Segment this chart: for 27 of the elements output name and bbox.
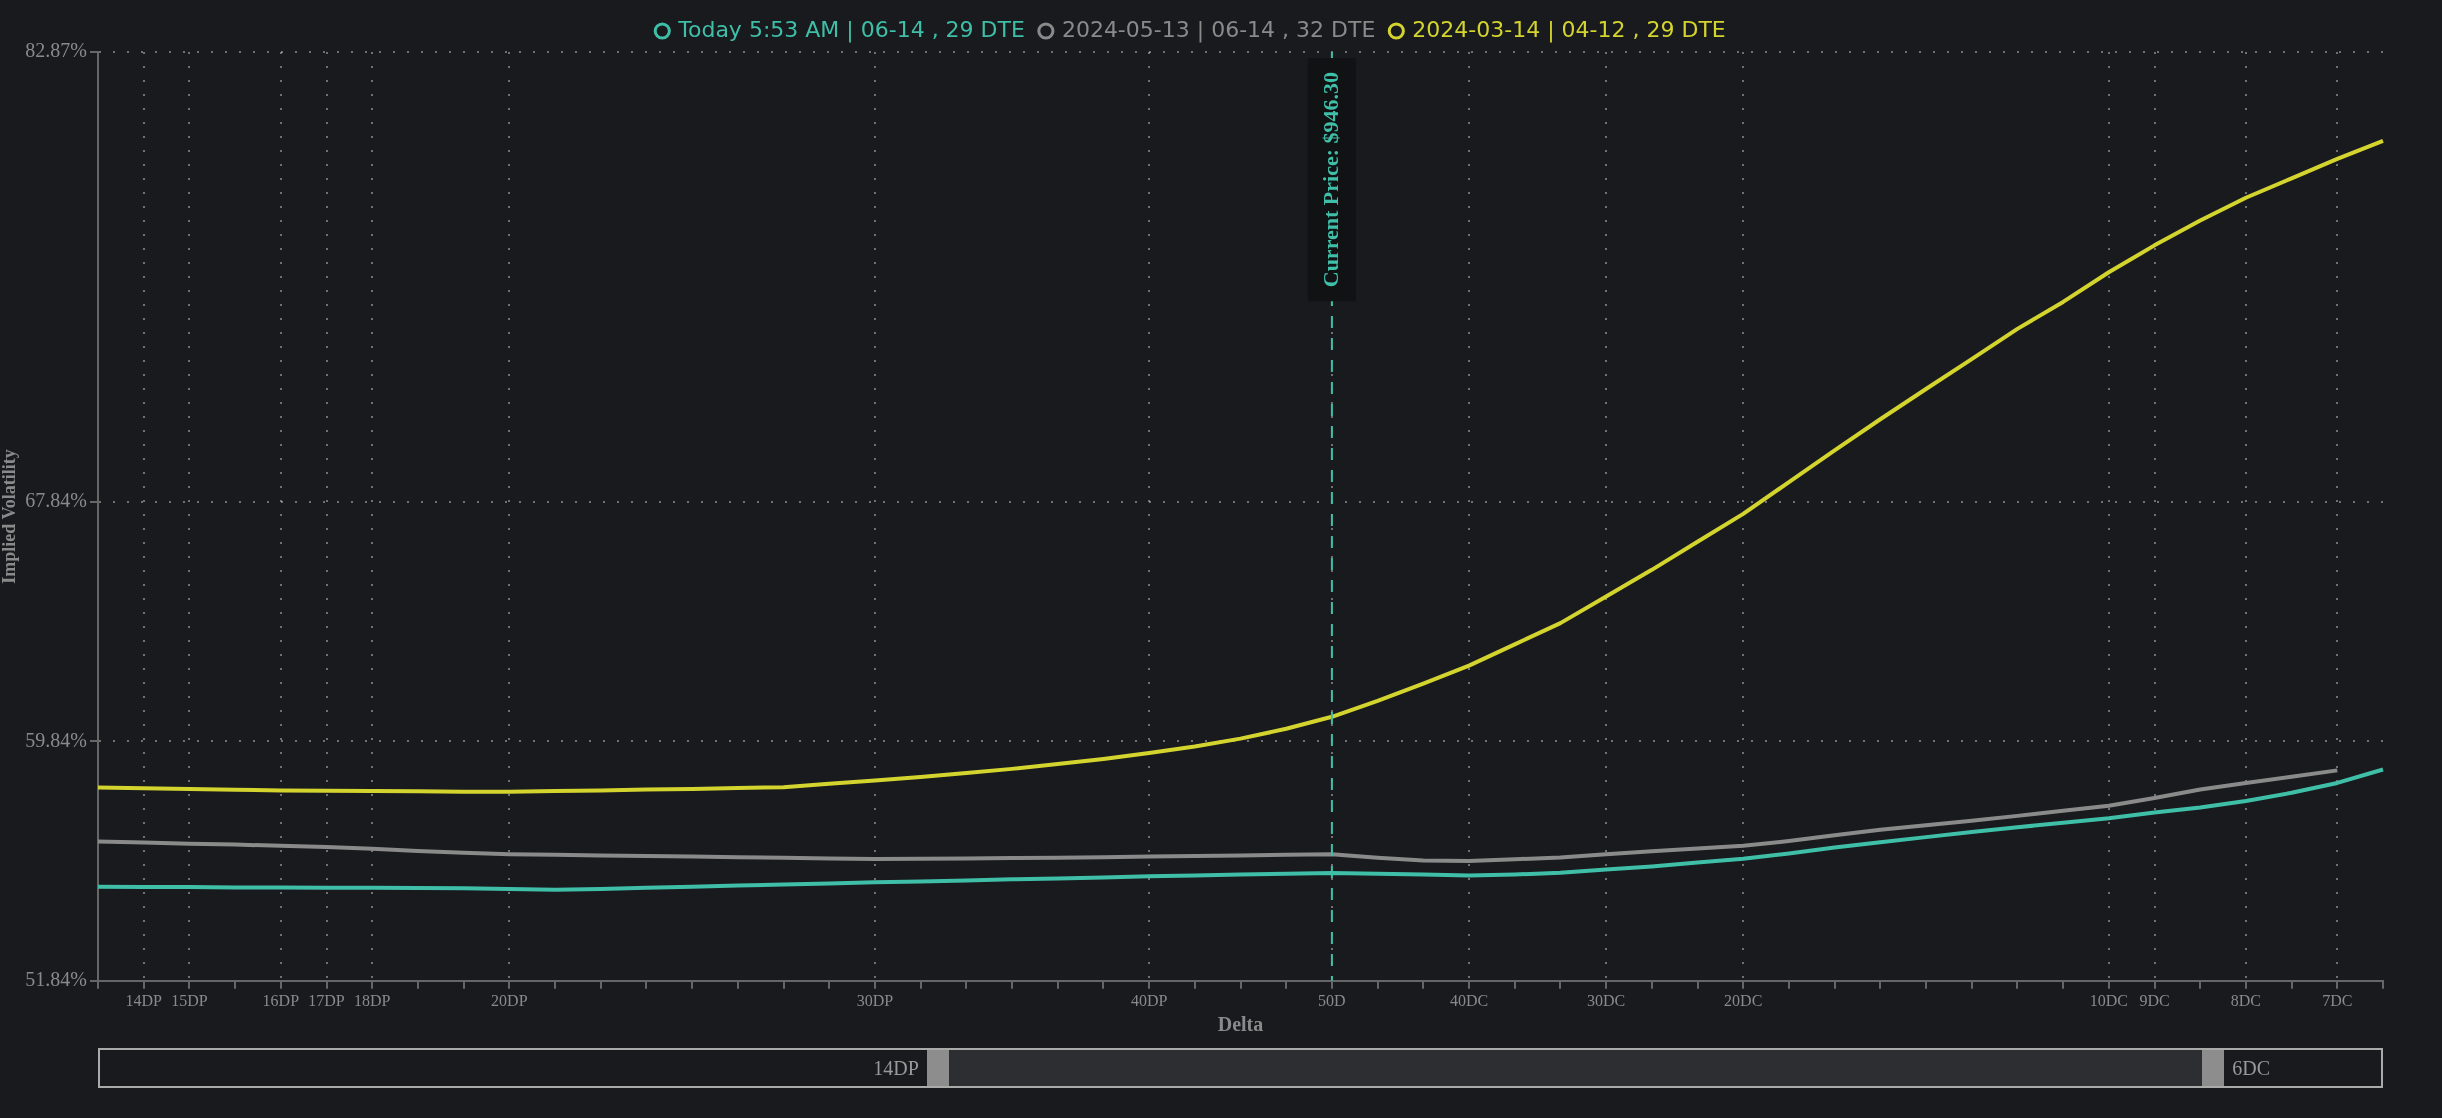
legend-label: Today 5:53 AM | 06-14 , 29 DTE [677,16,1025,43]
x-tick-label: 14DP [125,991,163,1009]
x-tick-label: 9DC [2139,991,2170,1009]
x-tick-label: 7DC [2322,991,2353,1009]
y-axis-title: Implied Volatility [0,449,20,584]
y-tick-label: 51.84% [25,968,87,991]
legend-label: 2024-05-13 | 06-14 , 32 DTE [1061,16,1376,43]
ref-line-label: Current Price: $946.30 [1317,71,1343,288]
x-tick-label: 15DP [171,991,208,1009]
x-tick-label: 30DC [1586,991,1626,1009]
x-tick-label: 8DC [2230,991,2262,1009]
y-tick-label: 82.87% [25,39,87,62]
x-tick-label: 40DP [1130,991,1168,1009]
x-tick-label: 40DC [1449,991,1489,1009]
y-tick-label: 59.84% [25,728,87,751]
legend-label: 2024-03-14 | 04-12 , 29 DTE [1412,16,1726,43]
x-axis-title: Delta [1217,1013,1264,1036]
y-tick-label: 67.84% [25,489,87,512]
range-slider: 14DP 6DC [98,1048,2383,1088]
x-tick-label: 16DP [262,991,300,1009]
x-tick-label: 18DP [353,991,391,1009]
x-tick-label: 30DP [856,991,894,1009]
x-tick-label: 20DP [491,991,528,1009]
x-tick-label: 20DC [1724,991,1763,1009]
x-tick-label: 10DC [2089,991,2128,1009]
x-tick-label: 17DP [308,991,345,1009]
x-tick-label: 50D [1318,991,1346,1009]
